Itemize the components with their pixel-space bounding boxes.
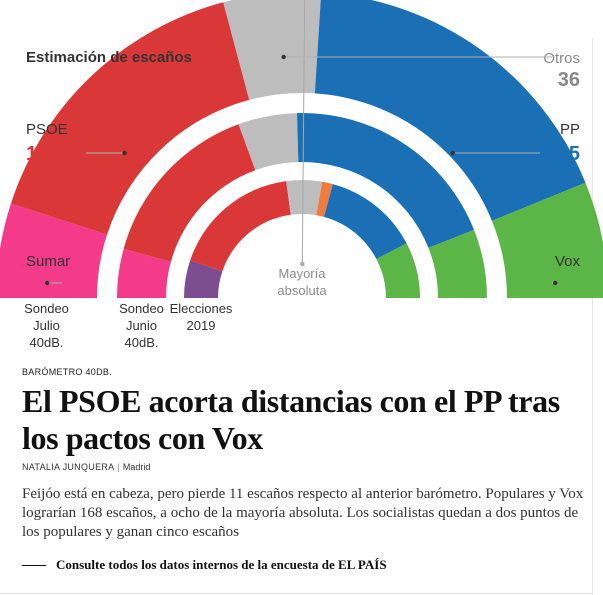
callout-dot-psoe [122,150,127,156]
seat-segment-sondeo-julio-40db-otros [223,0,321,100]
ring-label-elecciones-2019: Elecciones [170,301,233,316]
ring-label-elecciones-2019: 2019 [187,318,216,333]
seat-segment-elecciones-2019-otros [286,180,323,216]
article-headline[interactable]: El PSOE acorta distancias con el PP tras… [22,383,560,456]
callout-value-sumar: 35 [26,273,48,295]
related-link[interactable]: Consulte todos los datos internos de la … [22,557,387,573]
seat-segment-elecciones-2019-ciudadanos [316,181,333,217]
callout-dot-vox [553,280,558,286]
majority-line [301,0,306,265]
seat-segment-sondeo-junio-40db-vox [428,229,487,298]
seat-segment-elecciones-2019-pp [323,184,407,260]
byline-separator: | [117,462,120,472]
byline-location: Madrid [122,462,151,472]
seat-estimate-chart: Sondeo Julio 40dB. Sondeo Junio 40dB. Eleccion… [0,0,603,350]
seat-segment-sondeo-junio-40db-psoe [123,124,256,262]
seat-segment-sondeo-julio-40db-sumar [0,203,108,298]
article-standfirst: Feijóo está en cabeza, pero pierde 11 es… [22,486,584,540]
callout-label-psoe: PSOE [26,121,68,138]
related-link-dash [22,564,46,566]
ring-label-sondeo-junio-40db: 40dB. [125,335,159,350]
callout-value-psoe: 111 [26,143,57,165]
seat-segment-sondeo-julio-40db-pp [314,0,586,221]
ring-label-sondeo-julio-40db: 40dB. [30,335,64,350]
article-byline: NATALIA JUNQUERA | Madrid [22,462,150,472]
seat-segment-sondeo-junio-40db-sumar [117,248,171,298]
seat-segment-sondeo-junio-40db-pp [297,113,475,248]
article-kicker[interactable]: BARÓMETRO 40DB. [22,367,113,377]
seat-segment-elecciones-2019-vox [376,243,420,298]
callout-value-vox: 43 [558,273,580,295]
majority-label: absoluta [277,283,327,298]
callout-dot-otros [281,54,286,60]
callout-value-otros: 36 [558,69,580,91]
callout-label-sumar: Sumar [26,253,70,270]
seat-segment-elecciones-2019-psoe [190,181,291,272]
chart-title: Estimación de escaños [26,49,192,66]
ring-label-sondeo-julio-40db: Julio [33,318,60,333]
author-name[interactable]: NATALIA JUNQUERA [22,462,115,472]
seat-segment-sondeo-junio-40db-otros [238,113,299,171]
callout-dot-pp [450,150,455,156]
callout-label-pp: PP [560,121,580,138]
callout-dot-sumar [44,280,50,286]
majority-dot [300,261,305,267]
ring-label-sondeo-junio-40db: Sondeo [119,301,164,316]
callout-value-pp: 125 [547,143,580,165]
related-link-text[interactable]: Consulte todos los datos internos de la … [56,557,387,572]
seat-segment-elecciones-2019-podemos [184,260,223,298]
seat-segment-sondeo-julio-40db-psoe [10,2,250,235]
seat-segment-sondeo-julio-40db-vox [491,182,603,298]
majority-label: Mayoría [279,266,327,281]
ring-label-sondeo-julio-40db: Sondeo [24,301,69,316]
callout-label-vox: Vox [555,253,581,270]
ring-label-sondeo-junio-40db: Junio [126,318,157,333]
callout-label-otros: Otros [543,50,580,67]
